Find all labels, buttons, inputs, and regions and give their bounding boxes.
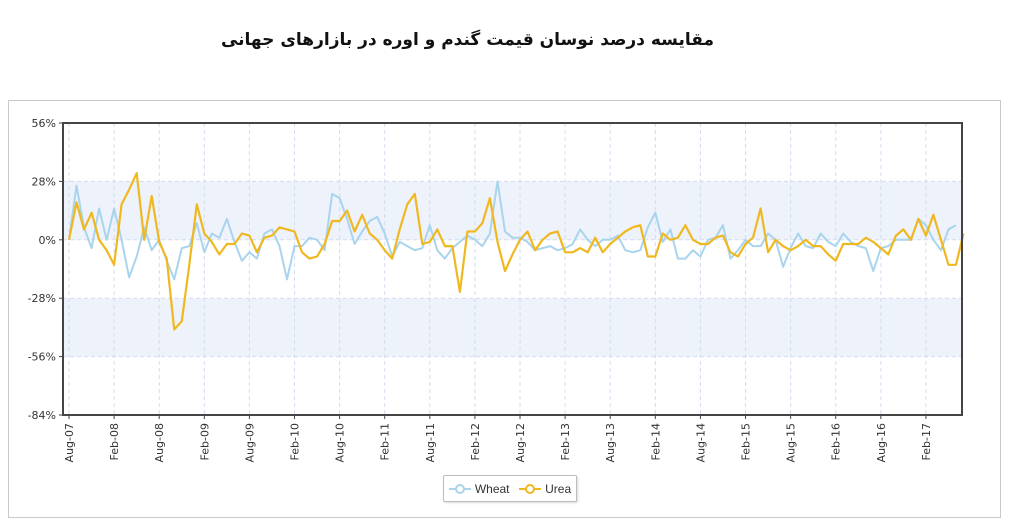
x-tick-label: Feb-14: [649, 423, 662, 460]
y-tick-label: 0%: [39, 234, 56, 247]
urea-line-marker-icon: [519, 483, 542, 494]
x-tick-label: Aug-12: [514, 423, 527, 462]
chart-frame: [8, 100, 1001, 518]
x-tick-label: Aug-16: [875, 423, 888, 462]
x-tick-label: Aug-07: [63, 423, 76, 462]
x-tick-label: Aug-13: [604, 423, 617, 462]
legend-item-urea[interactable]: Urea: [519, 482, 571, 496]
series-line-wheat: [68, 180, 957, 281]
y-axis-ticks: 56% 28% 0% -28% -56% -84%: [28, 117, 63, 422]
grid-band: [63, 181, 962, 240]
plot-area: [63, 123, 962, 415]
x-tick-label: Aug-11: [424, 423, 437, 462]
x-tick-label: Feb-11: [379, 423, 392, 460]
legend-item-wheat[interactable]: Wheat: [448, 481, 510, 496]
x-tick-label: Feb-17: [920, 423, 933, 460]
x-tick-label: Aug-09: [243, 423, 256, 462]
series-line-urea: [67, 172, 965, 331]
x-tick-label: Aug-15: [785, 423, 798, 462]
legend-label-urea: Urea: [545, 481, 572, 496]
x-tick-label: Aug-08: [153, 423, 166, 462]
x-tick-label: Feb-09: [198, 423, 211, 460]
x-axis-ticks: Aug-07 Feb-08 Aug-08 Feb-09 Aug-09 Feb-10 Aug-…: [63, 415, 933, 462]
plot-background: [63, 123, 962, 415]
y-tick-label: -56%: [28, 351, 56, 364]
wheat-line-marker-icon: [448, 483, 471, 494]
x-tick-label: Feb-08: [108, 423, 121, 460]
x-tick-label: Aug-14: [694, 423, 707, 462]
y-tick-label: -84%: [28, 409, 56, 422]
x-tick-label: Feb-15: [740, 423, 753, 460]
x-tick-label: Feb-13: [559, 423, 572, 460]
x-tick-label: Aug-10: [334, 423, 347, 462]
y-tick-label: 28%: [32, 175, 56, 188]
grid-band: [63, 298, 962, 357]
series-layer: [67, 172, 965, 331]
y-tick-label: 56%: [32, 117, 56, 130]
x-tick-label: Feb-12: [469, 423, 482, 460]
chart-title: مقایسه درصد نوسان قیمت گندم و اوره در با…: [220, 30, 715, 50]
y-tick-label: -28%: [28, 292, 56, 305]
legend-label-wheat: Wheat: [474, 481, 510, 496]
x-tick-label: Feb-16: [830, 423, 843, 460]
plot-border: [62, 122, 963, 416]
legend: Wheat Urea: [443, 475, 577, 502]
x-tick-label: Feb-10: [289, 423, 302, 460]
